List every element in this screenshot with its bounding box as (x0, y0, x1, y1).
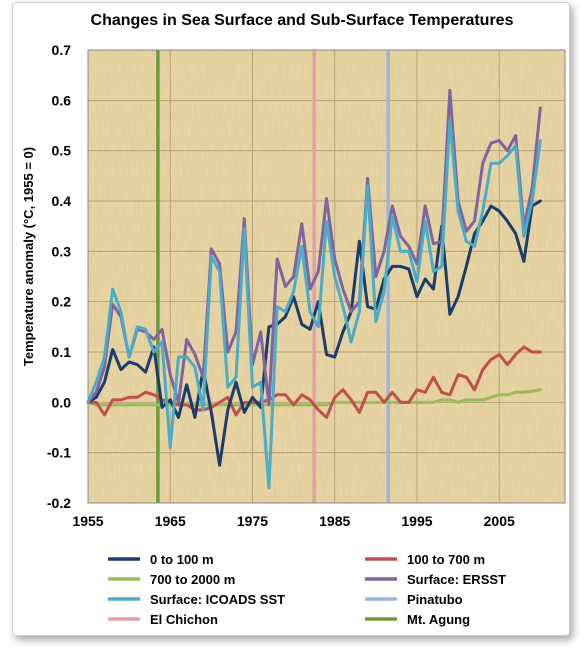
series-line-surface-icoads-sst (86, 118, 542, 490)
x-tick-labels: 1955 1965 1975 1985 1995 2005 (72, 513, 515, 529)
y-tick-label: 0.0 (52, 394, 72, 410)
legend-label-surface-icoads-sst: Surface: ICOADS SST (150, 592, 285, 607)
x-tick-label: 1975 (237, 513, 268, 529)
y-tick-label: 0.5 (52, 143, 72, 159)
x-tick-label: 1985 (319, 513, 350, 529)
series-line-surface-ersst (86, 88, 542, 407)
series-lines (86, 88, 542, 490)
chart-title: Changes in Sea Surface and Sub-Surface T… (91, 12, 514, 29)
legend-label-100-to-700-m: 100 to 700 m (407, 552, 485, 567)
x-tick-label: 1955 (72, 513, 103, 529)
y-tick-label: 0.6 (52, 92, 72, 108)
y-tick-label: 0.1 (52, 344, 72, 360)
y-tick-label: 0.7 (52, 42, 72, 58)
series-line-0-to-100-m (86, 199, 542, 467)
y-tick-label: -0.2 (47, 495, 71, 511)
event-markers (156, 50, 390, 503)
x-tick-label: 1965 (155, 513, 186, 529)
series-line-100-to-700-m (86, 345, 542, 419)
y-tick-label: 0.3 (52, 243, 72, 259)
y-tick-label: 0.2 (52, 294, 72, 310)
legend-label-surface-ersst: Surface: ERSST (407, 572, 506, 587)
y-tick-label: 0.4 (52, 193, 72, 209)
y-tick-labels: -0.2 -0.1 0.0 0.1 0.2 0.3 0.4 0.5 0.6 0.7 (47, 42, 71, 511)
legend-label-0-to-100-m: 0 to 100 m (150, 552, 214, 567)
legend: 0 to 100 m 100 to 700 m 700 to 2000 m Surfa… (108, 552, 506, 627)
legend-label-700-to-2000-m: 700 to 2000 m (150, 572, 235, 587)
legend-label-el-chichon: El Chichon (150, 612, 218, 627)
legend-label-mt-agung: Mt. Agung (407, 612, 470, 627)
y-tick-label: -0.1 (47, 445, 71, 461)
x-tick-label: 1995 (401, 513, 432, 529)
legend-label-pinatubo: Pinatubo (407, 592, 463, 607)
y-axis-label: Temperature anomaly (°C, 1955 = 0) (21, 147, 36, 366)
x-tick-label: 2005 (484, 513, 515, 529)
plot-border (87, 49, 566, 504)
